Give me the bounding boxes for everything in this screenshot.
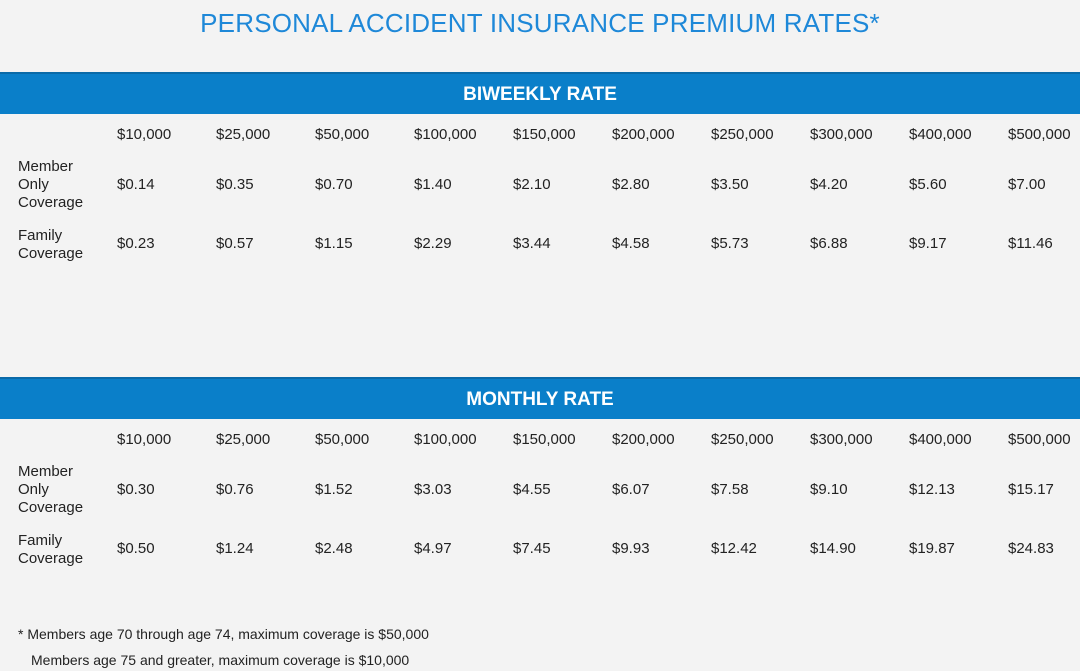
biweekly-column-header: $150,000: [513, 126, 576, 143]
biweekly-column-header: $400,000: [909, 126, 972, 143]
biweekly-family-cell: $11.46: [1008, 235, 1053, 252]
biweekly-family-cell: $5.73: [711, 235, 749, 252]
biweekly-column-header: $500,000: [1008, 126, 1071, 143]
monthly-family-cell: $0.50: [117, 540, 155, 557]
monthly-family-cell: $7.45: [513, 540, 551, 557]
biweekly-column-header: $200,000: [612, 126, 675, 143]
monthly-family-cell: $19.87: [909, 540, 955, 557]
biweekly-family-cell: $3.44: [513, 235, 551, 252]
monthly-family-cell: $12.42: [711, 540, 757, 557]
monthly-member-only-cell: $7.58: [711, 481, 749, 498]
monthly-column-header: $500,000: [1008, 431, 1071, 448]
monthly-family-cell: $1.24: [216, 540, 254, 557]
monthly-member-only-cell: $9.10: [810, 481, 848, 498]
monthly-member-only-cell: $0.76: [216, 481, 254, 498]
footnote-age-75: Members age 75 and greater, maximum cove…: [31, 652, 410, 668]
monthly-family-cell: $2.48: [315, 540, 353, 557]
page-title: PERSONAL ACCIDENT INSURANCE PREMIUM RATE…: [200, 8, 880, 38]
monthly-family-cell: $9.93: [612, 540, 650, 557]
monthly-column-header: $400,000: [909, 431, 972, 448]
biweekly-family-cell: $4.58: [612, 235, 650, 252]
biweekly-member-only-cell: $0.14: [117, 176, 155, 193]
monthly-column-header: $200,000: [612, 431, 675, 448]
biweekly-member-only-cell: $2.10: [513, 176, 551, 193]
biweekly-member-only-cell: $2.80: [612, 176, 650, 193]
monthly-column-header: $250,000: [711, 431, 774, 448]
monthly-column-header: $25,000: [216, 431, 271, 448]
footnote-age-70-74: * Members age 70 through age 74, maximum…: [18, 626, 429, 642]
monthly-column-header: $300,000: [810, 431, 873, 448]
monthly-member-only-label: Member Only Coverage: [18, 463, 84, 516]
biweekly-member-only-cell: $1.40: [414, 176, 452, 193]
biweekly-member-only-cell: $5.60: [909, 176, 947, 193]
monthly-member-only-cell: $3.03: [414, 481, 452, 498]
biweekly-member-only-cell: $0.70: [315, 176, 353, 193]
biweekly-column-header: $100,000: [414, 126, 477, 143]
biweekly-column-header: $50,000: [315, 126, 370, 143]
biweekly-family-cell: $6.88: [810, 235, 848, 252]
biweekly-family-cell: $0.57: [216, 235, 254, 252]
monthly-column-header: $150,000: [513, 431, 576, 448]
biweekly-member-only-cell: $4.20: [810, 176, 848, 193]
monthly-family-cell: $24.83: [1008, 540, 1054, 557]
biweekly-column-header: $25,000: [216, 126, 271, 143]
biweekly-rate-heading: BIWEEKLY RATE: [0, 72, 1080, 114]
monthly-family-label: Family Coverage: [18, 532, 84, 567]
biweekly-member-only-cell: $3.50: [711, 176, 749, 193]
monthly-family-cell: $14.90: [810, 540, 856, 557]
monthly-column-header: $100,000: [414, 431, 477, 448]
biweekly-member-only-cell: $0.35: [216, 176, 254, 193]
monthly-member-only-cell: $1.52: [315, 481, 353, 498]
biweekly-family-label: Family Coverage: [18, 227, 84, 262]
monthly-member-only-cell: $12.13: [909, 481, 955, 498]
monthly-member-only-cell: $0.30: [117, 481, 155, 498]
biweekly-member-only-label: Member Only Coverage: [18, 158, 84, 211]
biweekly-family-cell: $9.17: [909, 235, 947, 252]
monthly-member-only-cell: $6.07: [612, 481, 650, 498]
monthly-family-cell: $4.97: [414, 540, 452, 557]
monthly-member-only-cell: $4.55: [513, 481, 551, 498]
monthly-member-only-cell: $15.17: [1008, 481, 1054, 498]
biweekly-family-cell: $1.15: [315, 235, 353, 252]
biweekly-member-only-cell: $7.00: [1008, 176, 1046, 193]
biweekly-family-cell: $2.29: [414, 235, 452, 252]
monthly-column-header: $10,000: [117, 431, 172, 448]
monthly-rate-heading: MONTHLY RATE: [0, 377, 1080, 419]
biweekly-column-header: $10,000: [117, 126, 172, 143]
biweekly-family-cell: $0.23: [117, 235, 155, 252]
biweekly-column-header: $250,000: [711, 126, 774, 143]
monthly-column-header: $50,000: [315, 431, 370, 448]
biweekly-column-header: $300,000: [810, 126, 873, 143]
